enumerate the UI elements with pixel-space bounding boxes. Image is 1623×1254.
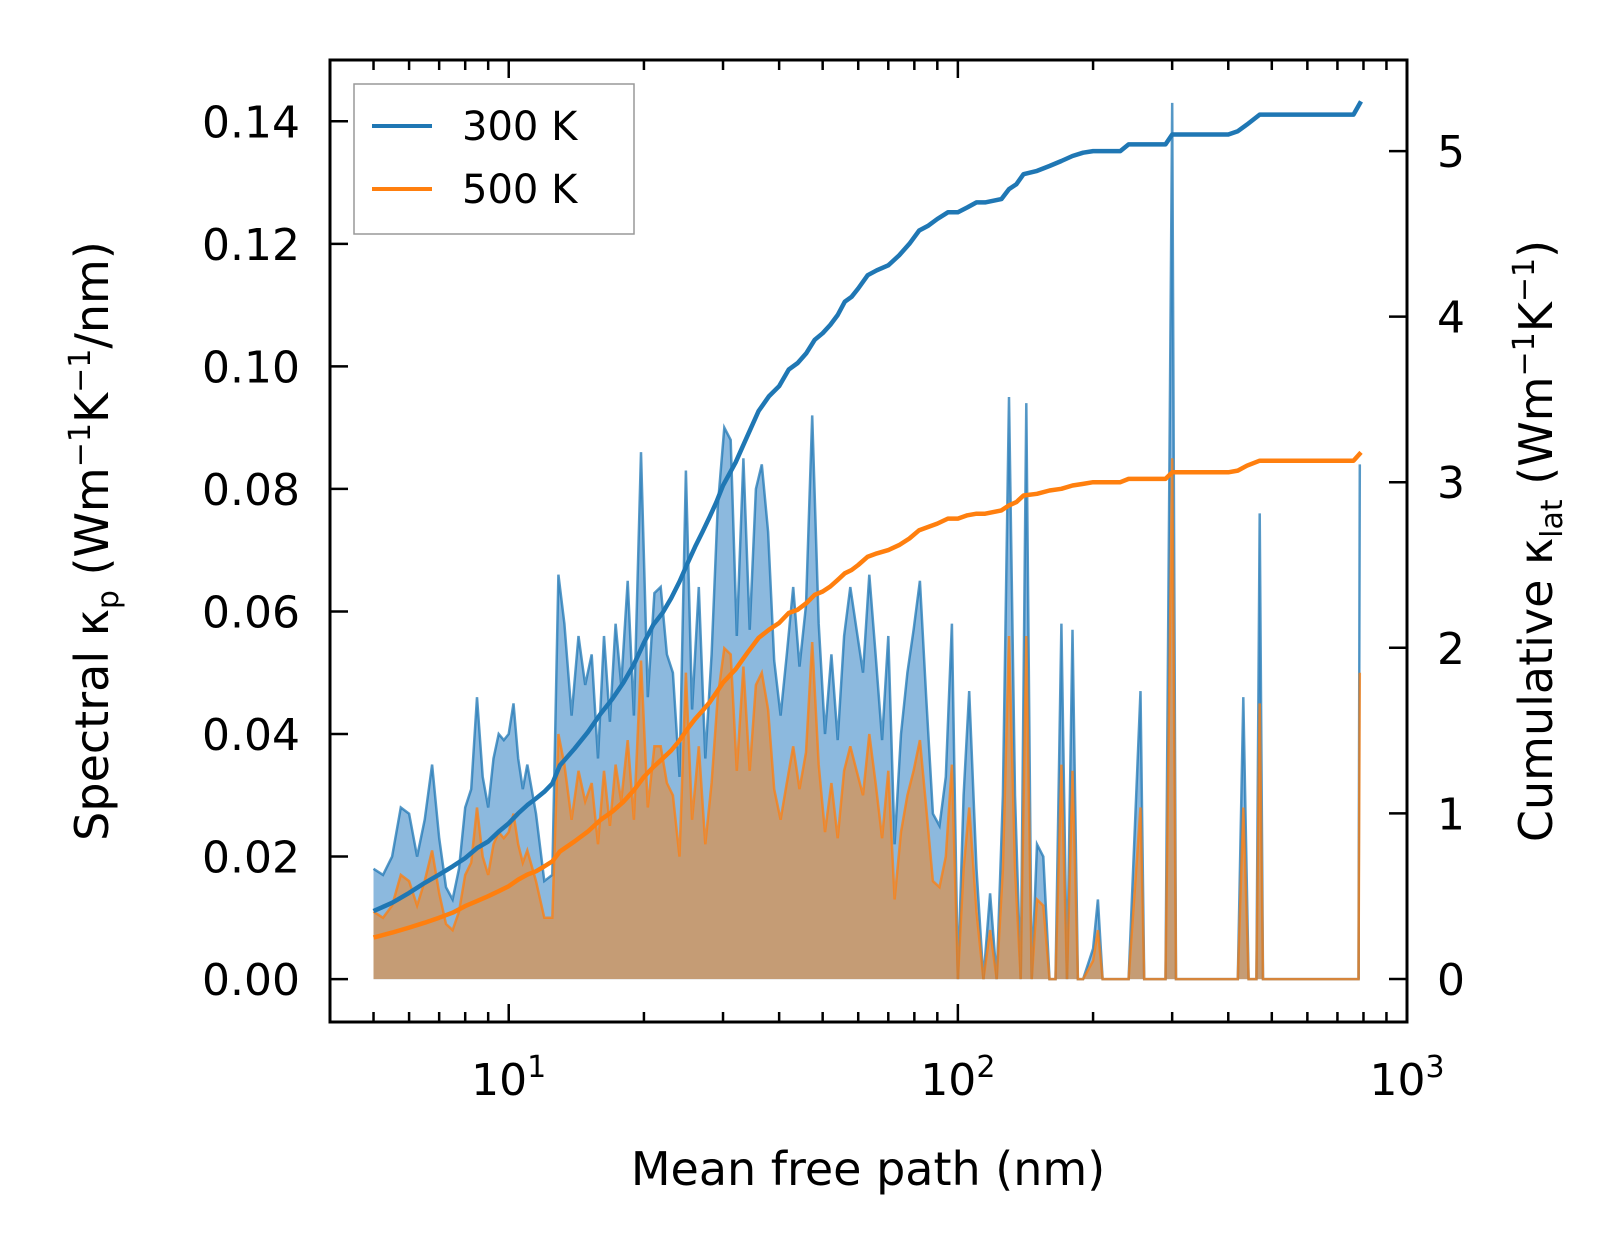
y-right-mid: K — [1509, 300, 1563, 332]
y-axis-right-title: Cumulative κlat (Wm−1K−1) — [1507, 240, 1570, 842]
legend-label-300k: 300 K — [462, 104, 579, 150]
x-tick-label-exponent: 2 — [976, 1050, 995, 1085]
plot-frame — [328, 58, 1409, 1024]
y-left-exp1: −1 — [63, 423, 98, 467]
x-axis-title: Mean free path (nm) — [631, 1142, 1105, 1196]
x-tick-label: 102 — [920, 1050, 995, 1106]
y-right-tick-label: 5 — [1437, 127, 1465, 178]
legend: 300 K 500 K — [353, 83, 635, 235]
y-left-exp2: −1 — [63, 349, 98, 393]
y-left-tick-label: 0.12 — [202, 220, 300, 271]
y-axis-left-title: Spectral κp (Wm−1K−1/nm) — [63, 241, 126, 841]
y-right-subscript: lat — [1535, 499, 1570, 538]
tick-labels: 101 102 1030.000.020.040.060.080.100.120.1… — [202, 97, 1465, 1106]
legend-box — [353, 83, 635, 235]
x-tick-label: 103 — [1369, 1050, 1444, 1106]
x-tick-label: 101 — [471, 1050, 546, 1106]
spectral-line-300k — [372, 102, 1362, 981]
y-right-tick-label: 2 — [1437, 624, 1465, 675]
y-left-mid: K — [65, 391, 119, 423]
cumulative-line-500k — [372, 450, 1363, 940]
axis-ticks — [328, 60, 1409, 1022]
y-left-prefix: Spectral κ — [65, 609, 119, 841]
y-left-unit: (Wm — [65, 467, 119, 590]
y-left-tick-label: 0.14 — [202, 97, 300, 148]
x-tick-label-base: 10 — [471, 1055, 527, 1106]
y-right-tick-label: 3 — [1437, 458, 1465, 509]
x-tick-label-base: 10 — [1369, 1055, 1425, 1106]
plot-data-area — [372, 100, 1363, 981]
y-left-tick-label: 0.04 — [202, 710, 300, 761]
y-right-prefix: Cumulative κ — [1509, 538, 1563, 842]
cumulative-line-300k — [372, 100, 1363, 914]
y-left-tick-label: 0.00 — [202, 955, 300, 1006]
spectral-area-500k — [373, 458, 1360, 980]
y-left-tick-label: 0.08 — [202, 465, 300, 516]
y-right-exp1: −1 — [1507, 332, 1542, 376]
y-left-tail: /nm) — [65, 241, 119, 348]
y-left-tick-label: 0.06 — [202, 587, 300, 638]
spectral-line-500k — [372, 458, 1362, 981]
y-right-tick-label: 4 — [1437, 293, 1465, 344]
x-tick-label-exponent: 1 — [527, 1050, 546, 1085]
y-left-subscript: p — [91, 590, 126, 609]
y-left-tick-label: 0.02 — [202, 833, 300, 884]
x-tick-label-base: 10 — [920, 1055, 976, 1106]
y-right-tail: ) — [1509, 240, 1563, 258]
x-tick-label-exponent: 3 — [1425, 1050, 1444, 1085]
y-right-tick-label: 0 — [1437, 955, 1465, 1006]
y-right-exp2: −1 — [1507, 258, 1542, 302]
y-left-tick-label: 0.10 — [202, 342, 300, 393]
y-right-tick-label: 1 — [1437, 789, 1465, 840]
legend-label-500k: 500 K — [462, 167, 579, 213]
y-right-unit: (Wm — [1509, 376, 1563, 499]
spectral-area-300k — [373, 102, 1360, 980]
